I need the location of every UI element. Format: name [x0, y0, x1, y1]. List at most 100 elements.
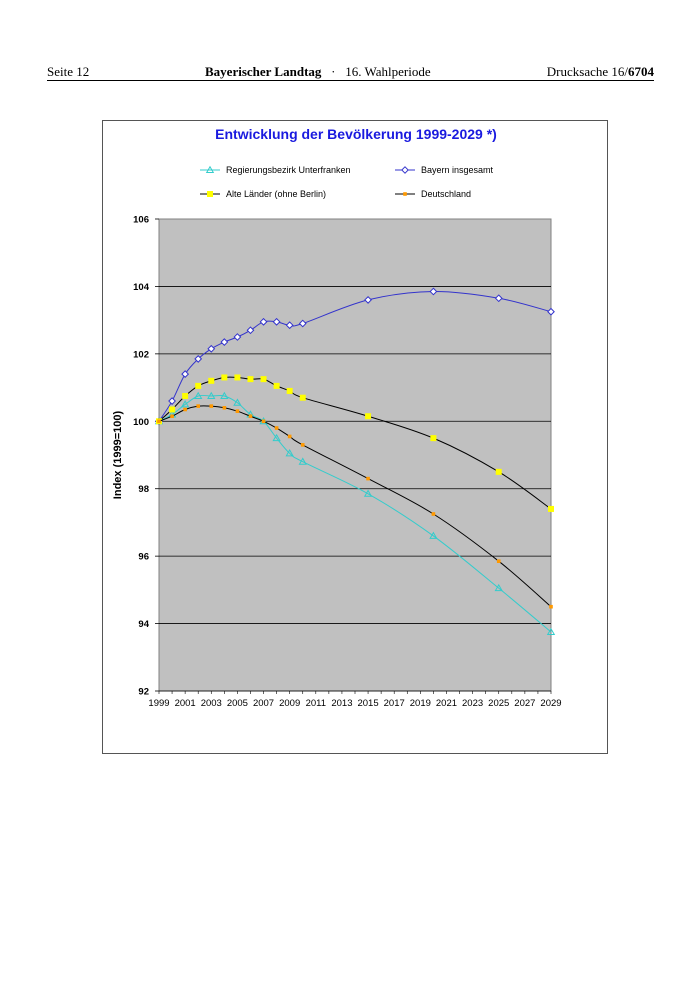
data-point-unterfranken-2009: [285, 449, 294, 457]
plot-area: [158, 218, 552, 692]
data-point-unterfranken-2008: [272, 433, 281, 442]
data-point-bayern-2029: [547, 307, 555, 316]
data-point-bayern-2015: [364, 296, 372, 304]
document-number-value: 6704: [628, 64, 654, 79]
data-point-deutschland-2006: [248, 414, 253, 419]
data-point-unterfranken-2004: [220, 391, 229, 399]
legislative-period: 16. Wahlperiode: [345, 64, 431, 79]
data-point-bayern-2007: [259, 317, 268, 326]
data-point-alte_laender-2025: [495, 468, 502, 475]
data-point-unterfranken-2005: [233, 398, 242, 406]
data-point-deutschland-2020: [431, 512, 436, 516]
data-point-bayern-2006: [246, 326, 255, 335]
data-point-alte_laender-2003: [208, 377, 215, 384]
series-bayern: [155, 287, 555, 426]
legend-marker-unterfranken: [205, 165, 215, 173]
data-point-alte_laender-2000: [169, 406, 176, 413]
legend-label-deutschland: Deutschland: [421, 189, 471, 199]
data-point-deutschland-2015: [366, 476, 370, 481]
data-point-bayern-2008: [272, 317, 281, 326]
population-chart: Entwicklung der Bevölkerung 1999-2029 *)…: [112, 126, 562, 709]
data-point-alte_laender-2008: [273, 382, 280, 389]
x-tick-label-2005: 2005: [227, 698, 248, 709]
y-tick-label-94: 94: [138, 619, 149, 630]
x-tick-label-2021: 2021: [436, 698, 457, 709]
data-point-unterfranken-2010: [298, 457, 307, 465]
series-deutschland: [157, 404, 553, 609]
data-point-deutschland-2000: [170, 414, 174, 419]
data-point-deutschland-2029: [549, 604, 553, 609]
data-point-deutschland-2008: [274, 426, 279, 430]
y-tick-label-96: 96: [138, 552, 149, 563]
data-point-alte_laender-2005: [234, 374, 241, 381]
data-point-unterfranken-2002: [194, 391, 203, 399]
data-point-bayern-2025: [494, 294, 503, 303]
x-tick-label-2015: 2015: [357, 698, 378, 709]
data-point-alte_laender-2001: [182, 393, 189, 399]
data-point-alte_laender-2006: [247, 376, 254, 383]
legend-label-alte_laender: Alte Länder (ohne Berlin): [226, 189, 326, 199]
y-tick-label-102: 102: [133, 349, 149, 360]
data-point-alte_laender-2020: [430, 435, 437, 442]
data-point-alte_laender-2009: [286, 387, 293, 394]
data-point-deutschland-2001: [183, 407, 187, 412]
data-point-deutschland-2007: [261, 419, 266, 424]
series-line-bayern: [158, 290, 552, 422]
y-axis-label: Index (1999=100): [112, 410, 124, 499]
data-point-bayern-2010: [298, 319, 307, 328]
x-axis: 1999 2001 2003 2005 2007 2009 2011 2013 2015 2017…: [148, 690, 562, 709]
data-point-bayern-2004: [220, 338, 229, 346]
document-number-prefix: Drucksache 16/: [546, 64, 628, 79]
y-axis: 92 94 96 98 100 102 104 106: [133, 215, 551, 698]
y-tick-label-98: 98: [138, 484, 149, 495]
legend-label-unterfranken: Regierungsbezirk Unterfranken: [226, 165, 351, 175]
legend-item-unterfranken: Regierungsbezirk Unterfranken: [200, 165, 351, 175]
header-parliament: Bayerischer Landtag · 16. Wahlperiode: [205, 64, 431, 80]
series-line-alte_laender: [158, 376, 552, 510]
series-line-unterfranken: [158, 394, 552, 633]
data-point-deutschland-2005: [235, 409, 240, 413]
data-point-deutschland-2010: [300, 443, 305, 447]
y-tick-label-100: 100: [133, 417, 149, 428]
data-point-alte_laender-2007: [260, 376, 267, 383]
document-number: Drucksache 16/6704: [547, 64, 654, 80]
legend-marker-bayern: [401, 166, 409, 174]
x-tick-label-2019: 2019: [410, 698, 431, 709]
data-point-alte_laender-2002: [195, 382, 202, 389]
data-point-unterfranken-2001: [180, 400, 190, 408]
x-tick-label-2027: 2027: [514, 698, 535, 709]
data-point-deutschland-1999: [157, 419, 161, 424]
series-line-deutschland: [158, 405, 552, 608]
data-point-deutschland-2025: [496, 559, 501, 563]
legend-item-bayern: Bayern insgesamt: [395, 165, 494, 175]
data-point-alte_laender-2029: [548, 505, 554, 512]
x-tick-label-2013: 2013: [331, 698, 352, 709]
data-point-deutschland-2004: [222, 406, 227, 410]
data-point-alte_laender-2004: [221, 374, 228, 381]
legend-label-bayern: Bayern insgesamt: [421, 165, 494, 175]
chart-frame: Entwicklung der Bevölkerung 1999-2029 *)…: [102, 120, 608, 754]
data-point-bayern-2005: [233, 333, 242, 341]
y-tick-label-92: 92: [138, 687, 149, 698]
legend-item-alte_laender: Alte Länder (ohne Berlin): [200, 189, 326, 199]
x-tick-label-2011: 2011: [306, 698, 326, 709]
data-point-unterfranken-2003: [207, 391, 216, 399]
data-point-deutschland-2009: [287, 434, 292, 439]
header-rule: [47, 80, 654, 81]
y-tick-label-106: 106: [133, 215, 149, 226]
legend-item-deutschland: Deutschland: [395, 189, 471, 199]
x-tick-label-2001: 2001: [175, 698, 196, 709]
data-point-alte_laender-2015: [365, 413, 372, 420]
x-tick-label-2025: 2025: [488, 698, 509, 709]
data-point-bayern-2020: [429, 287, 438, 296]
data-point-bayern-2002: [194, 355, 203, 363]
data-point-bayern-2001: [181, 370, 190, 378]
series-alte_laender: [156, 374, 554, 512]
data-point-unterfranken-2029: [546, 627, 556, 635]
legend-marker-alte_laender: [207, 191, 213, 197]
parliament-name: Bayerischer Landtag: [205, 64, 322, 79]
x-tick-label-2029: 2029: [540, 698, 561, 709]
data-point-unterfranken-2025: [494, 583, 503, 592]
x-tick-label-2017: 2017: [384, 698, 405, 709]
x-tick-label-1999: 1999: [148, 698, 169, 709]
